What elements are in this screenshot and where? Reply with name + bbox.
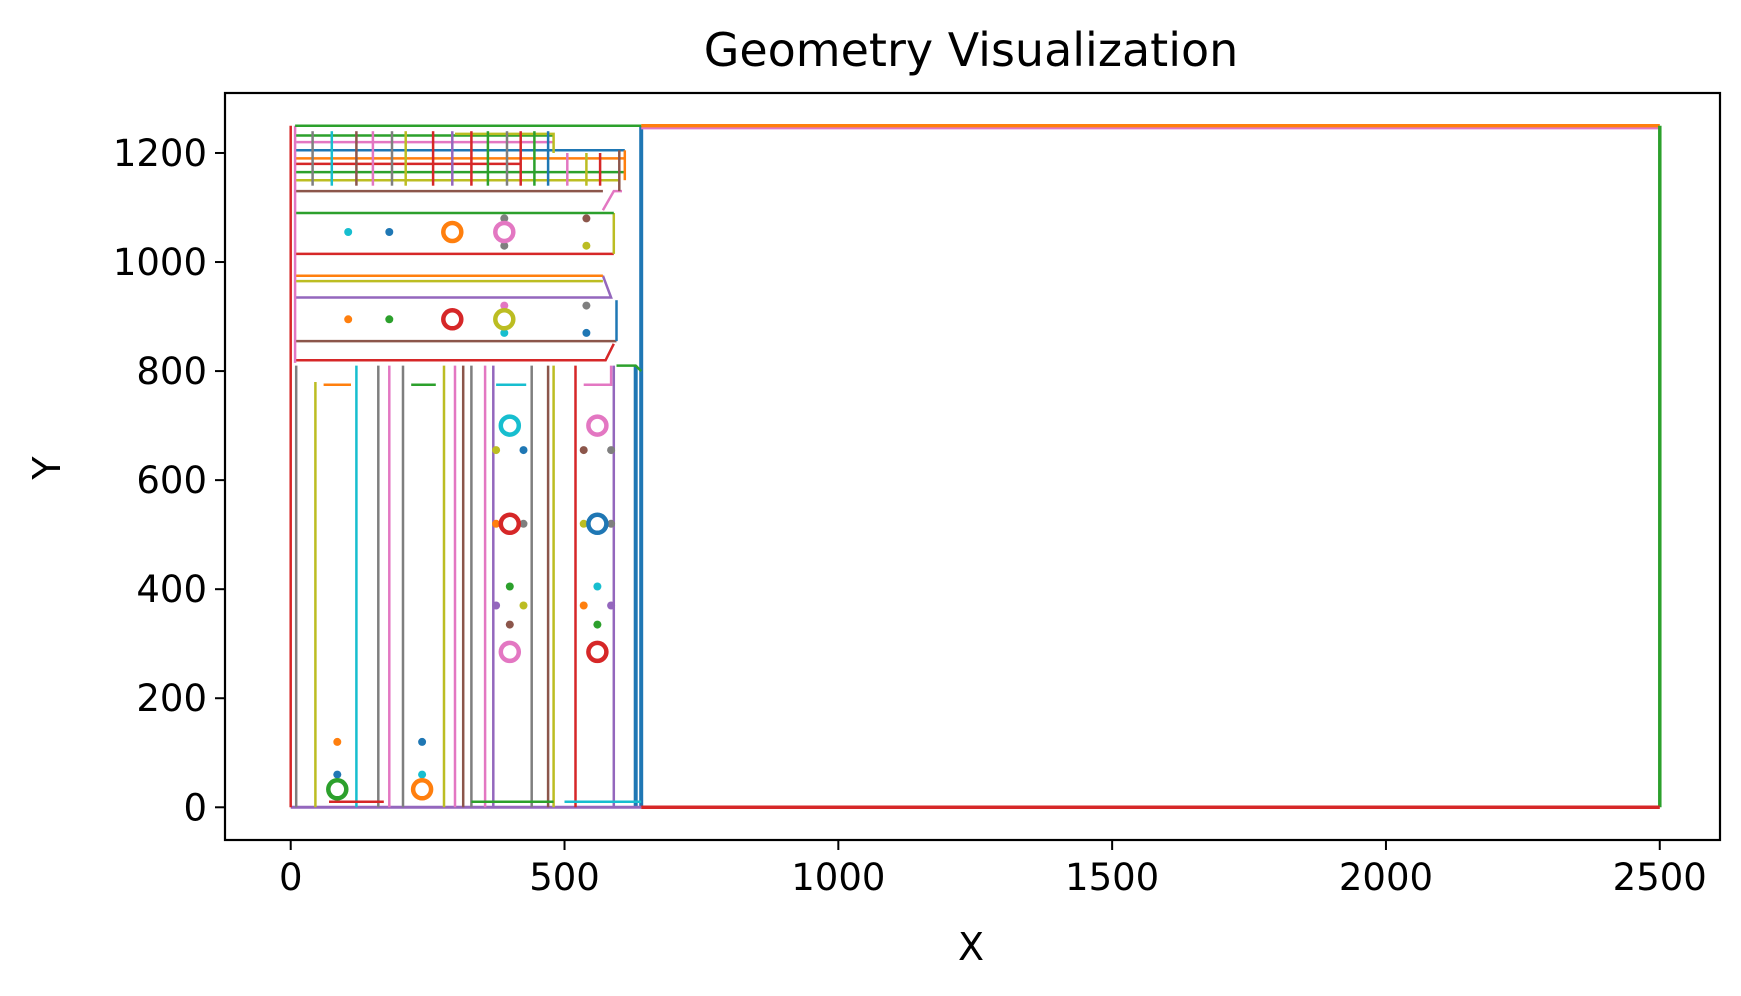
dot-marker-15 <box>607 519 616 528</box>
y-tick-label-1: 200 <box>136 677 207 720</box>
ring-marker-2 <box>498 640 522 664</box>
y-tick-label-2: 400 <box>136 568 207 611</box>
y-tick-label-3: 600 <box>136 459 207 502</box>
dot-marker-31 <box>582 241 591 250</box>
dot-marker-7 <box>519 601 528 610</box>
ring-marker-0 <box>326 778 349 801</box>
x-tick-label-5: 2500 <box>1613 856 1707 899</box>
dot-marker-27 <box>385 228 394 236</box>
geometry-line-34 <box>616 364 643 372</box>
dot-marker-8 <box>593 582 602 591</box>
x-tick-label-1: 500 <box>529 856 600 899</box>
dot-marker-25 <box>582 328 591 337</box>
dot-marker-21 <box>385 315 394 324</box>
geometry-line-44 <box>601 189 622 211</box>
geometry-line-38 <box>296 275 613 299</box>
y-tick-label-5: 1000 <box>113 241 207 284</box>
x-axis-label: X <box>958 925 984 969</box>
dot-marker-26 <box>344 228 353 236</box>
dot-marker-11 <box>607 601 616 610</box>
y-tick-label-0: 0 <box>183 786 207 829</box>
plot-frame <box>223 91 1722 842</box>
ring-marker-9 <box>493 308 516 331</box>
dot-marker-17 <box>519 446 528 455</box>
chart-title: Geometry Visualization <box>704 23 1239 77</box>
ring-marker-6 <box>498 414 522 437</box>
ring-marker-3 <box>586 640 609 664</box>
dot-marker-2 <box>418 737 427 746</box>
dot-marker-30 <box>582 214 591 223</box>
dot-marker-28 <box>500 214 509 223</box>
dot-marker-14 <box>579 519 588 528</box>
dot-marker-3 <box>418 770 427 779</box>
ring-marker-11 <box>493 220 516 244</box>
x-tick-label-2: 1000 <box>791 856 885 899</box>
dot-marker-1 <box>333 770 342 779</box>
x-tick-label-0: 0 <box>279 856 303 899</box>
dot-marker-13 <box>519 519 528 528</box>
axes: 0 500 1000 1500 2000 2500 0 200 400 600 800 1000 120… <box>113 91 1722 899</box>
dot-marker-16 <box>492 446 501 455</box>
x-tick-label-3: 1500 <box>1065 856 1159 899</box>
geometry-line-35 <box>296 343 615 362</box>
dot-marker-22 <box>500 301 509 310</box>
ring-marker-4 <box>498 512 522 536</box>
dot-marker-5 <box>505 620 514 629</box>
dot-marker-9 <box>593 620 602 629</box>
plot-area <box>289 123 1662 810</box>
y-tick-label-6: 1200 <box>113 132 207 175</box>
y-tick-label-4: 800 <box>136 350 207 393</box>
geometry-line-30 <box>583 365 613 386</box>
ring-marker-1 <box>410 778 434 801</box>
dot-marker-23 <box>500 328 509 337</box>
dot-marker-19 <box>607 446 616 455</box>
dot-marker-0 <box>333 737 342 746</box>
dot-marker-4 <box>505 582 514 591</box>
dot-marker-10 <box>579 601 588 610</box>
dot-marker-29 <box>500 241 509 250</box>
x-tick-label-4: 2000 <box>1339 856 1433 899</box>
ring-marker-8 <box>441 308 464 331</box>
ring-marker-5 <box>586 512 609 536</box>
ring-marker-10 <box>441 220 464 244</box>
dot-marker-24 <box>582 301 591 310</box>
dot-marker-6 <box>492 601 501 610</box>
y-axis-label: Y <box>25 456 69 481</box>
ring-marker-7 <box>586 414 609 437</box>
dot-marker-20 <box>344 315 353 324</box>
dot-marker-18 <box>579 446 588 455</box>
dot-marker-12 <box>492 519 501 528</box>
